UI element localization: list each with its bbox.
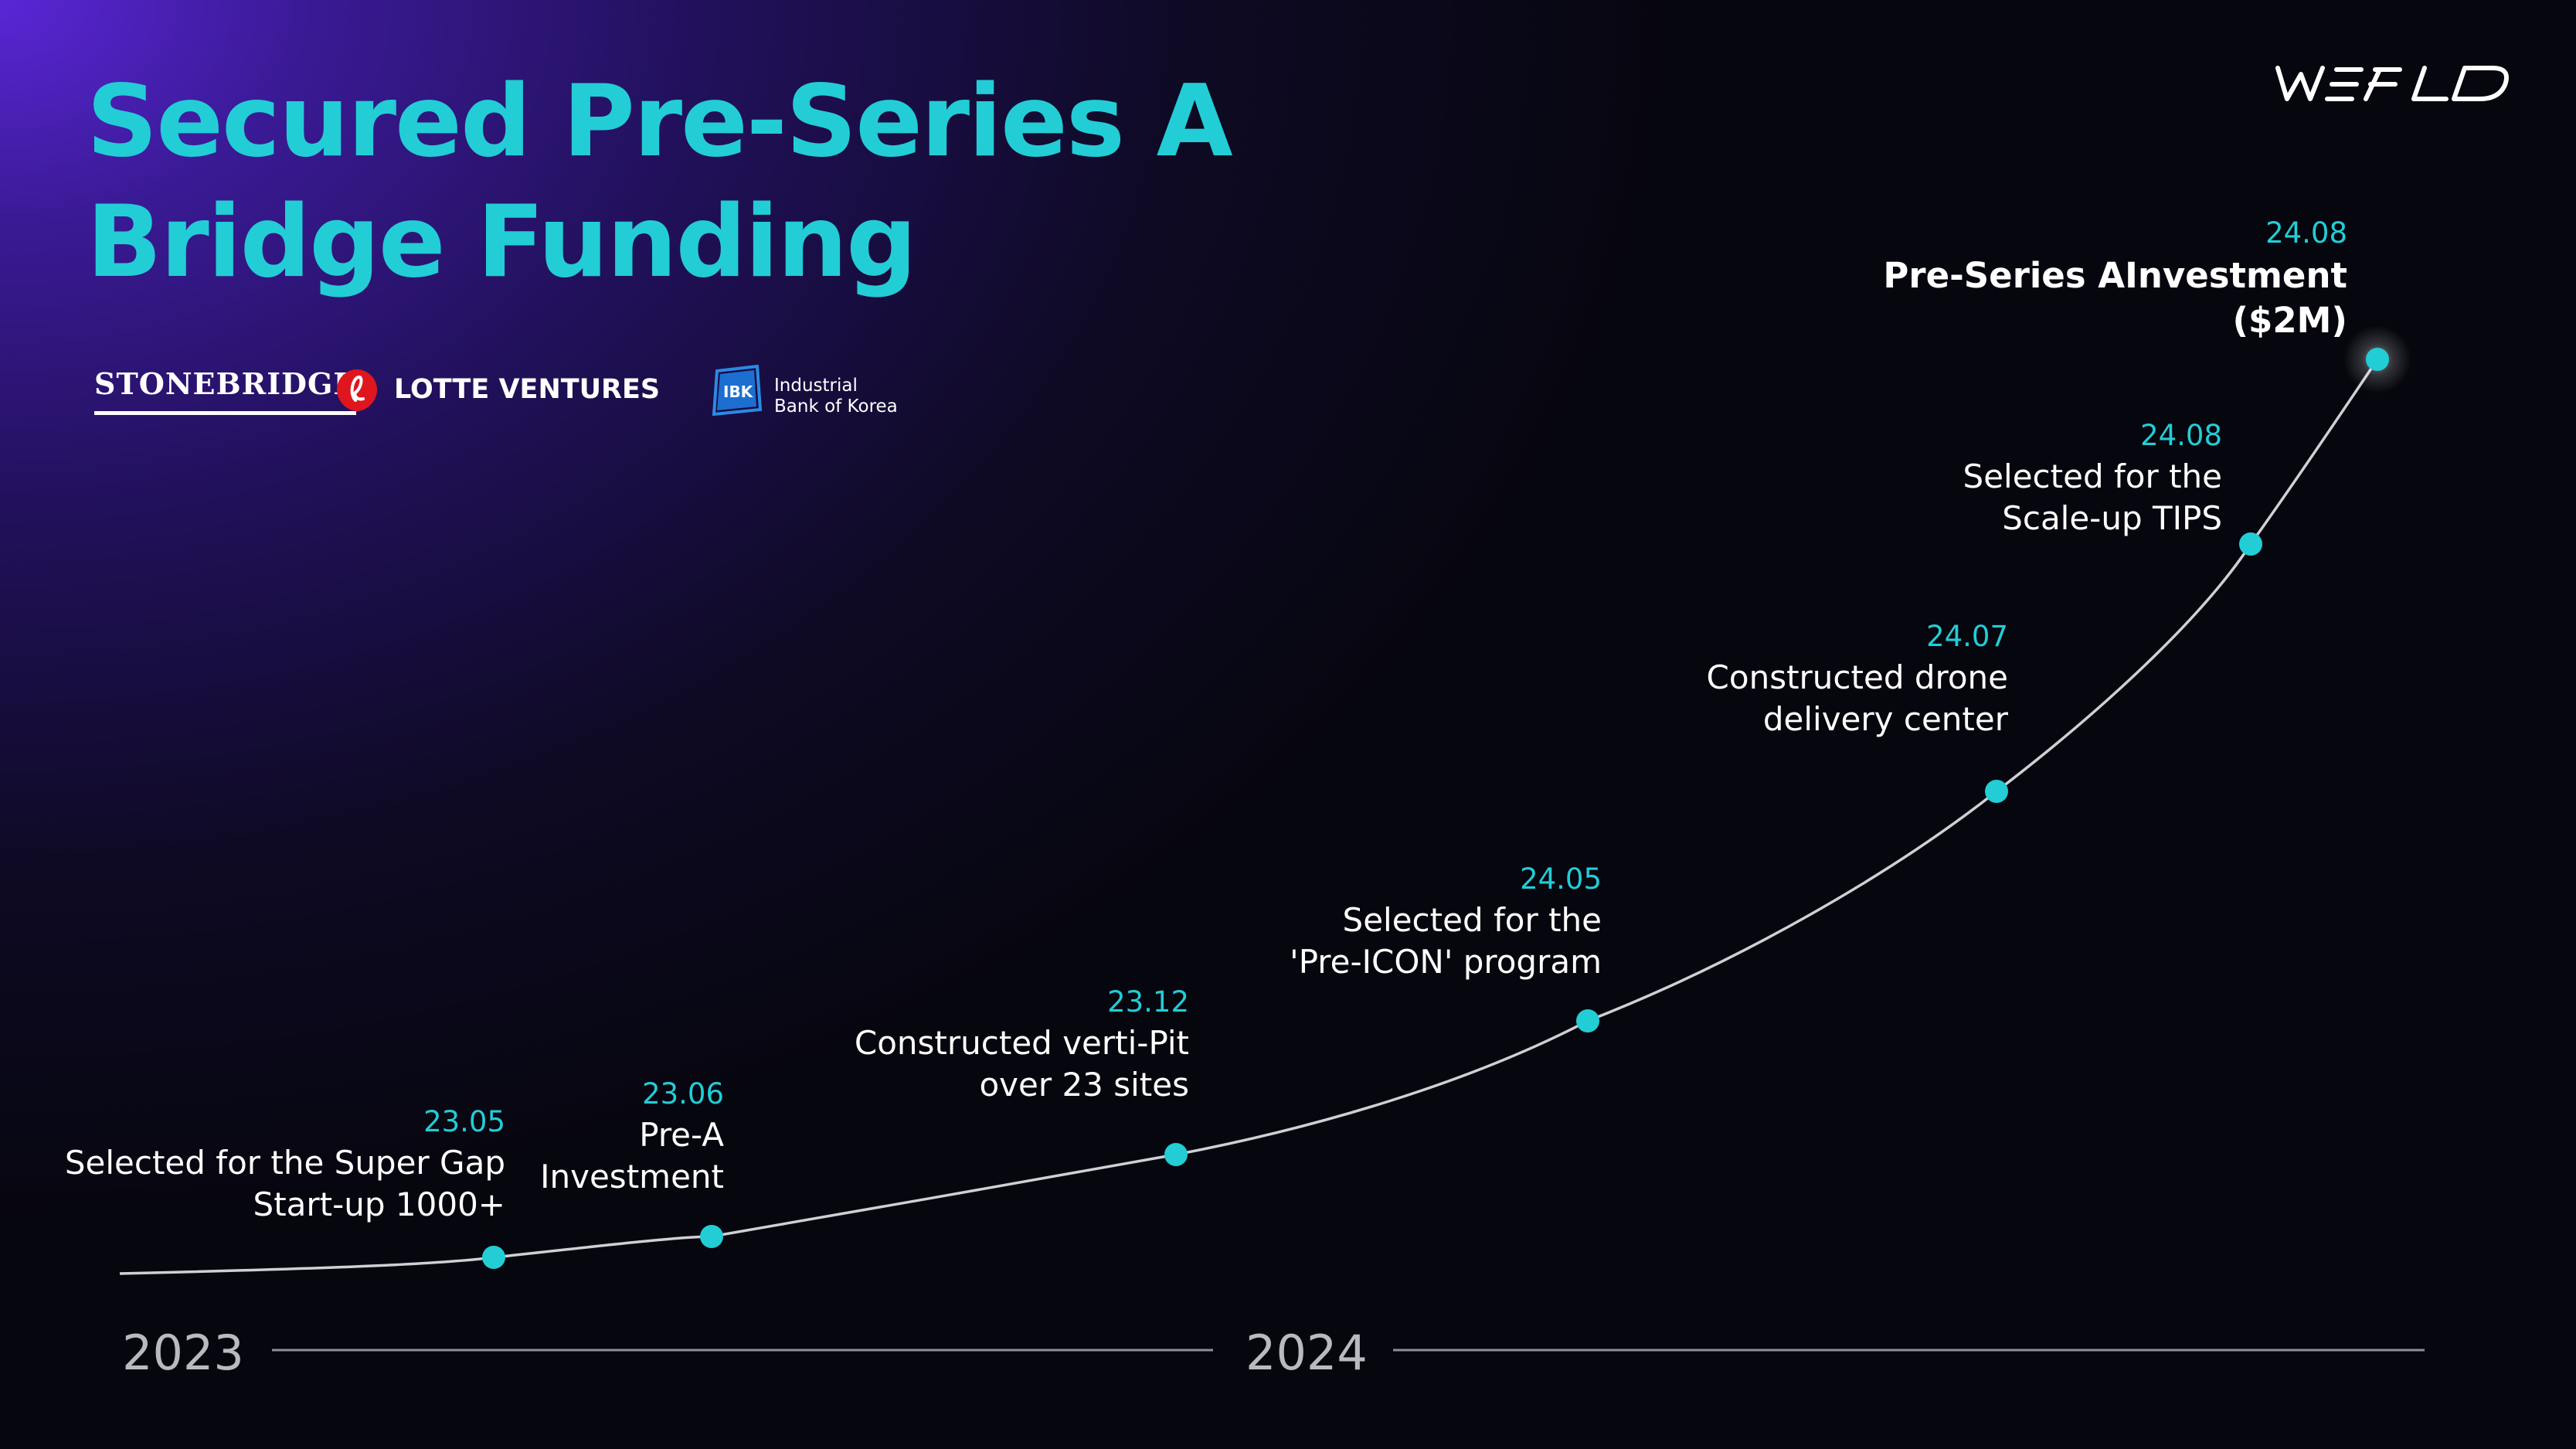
- ibk-icon: IBK: [712, 365, 763, 416]
- milestone-line-1: Constructed drone: [1706, 658, 2008, 696]
- milestone-line-2: delivery center: [1762, 700, 2008, 738]
- milestone-date: 24.07: [1926, 620, 2008, 653]
- milestone-line-2: ($2M): [2232, 300, 2347, 341]
- milestone-line-2: over 23 sites: [979, 1066, 1189, 1104]
- ibk-logo-text: Industrial Bank of Korea: [774, 376, 929, 417]
- milestone-label: Selected for the Super Gap Start-up 1000…: [65, 1142, 505, 1226]
- milestone-date: 24.05: [1520, 862, 1602, 896]
- stonebridge-logo: STONEBRIDGE: [94, 366, 357, 415]
- ibk-line-1: Industrial: [774, 376, 858, 396]
- milestone-date: 24.08: [2140, 419, 2222, 452]
- milestone-line-2: 'Pre-ICON' program: [1290, 943, 1602, 981]
- milestone-24-07: 24.07 Constructed drone delivery center: [1707, 617, 2008, 740]
- milestone-label: Pre-Series AInvestment ($2M): [1883, 253, 2347, 343]
- milestone-line-1: Selected for the Super Gap: [64, 1144, 505, 1182]
- milestone-24-08-pre-series-a: 24.08 Pre-Series AInvestment ($2M): [1883, 213, 2347, 343]
- title-line-1: Secured Pre-Series A: [87, 64, 1233, 179]
- milestone-label: Selected for the 'Pre-ICON' program: [1290, 900, 1602, 983]
- milestone-23-05: 23.05 Selected for the Super Gap Start-u…: [65, 1102, 505, 1226]
- milestone-line-1: Pre-Series AInvestment: [1883, 255, 2347, 296]
- year-label-2024: 2024: [1246, 1325, 1368, 1381]
- milestone-dot-23-06: [700, 1225, 723, 1248]
- milestone-dot-24-07: [1985, 780, 2008, 803]
- milestone-label: Constructed verti-Pit over 23 sites: [855, 1022, 1189, 1106]
- milestone-date: 24.08: [2265, 216, 2347, 250]
- milestone-line-1: Pre-A: [639, 1116, 724, 1154]
- lotte-ventures-logo: LOTTE VENTURES: [394, 374, 661, 405]
- milestone-label: Selected for the Scale-up TIPS: [1963, 456, 2222, 539]
- milestone-date: 23.05: [423, 1105, 505, 1138]
- milestone-dot-23-05: [482, 1246, 505, 1269]
- weflo-logo: [2275, 66, 2509, 101]
- page-title: Secured Pre-Series A Bridge Funding: [87, 62, 1233, 303]
- milestone-date: 23.12: [1107, 985, 1189, 1019]
- svg-text:IBK: IBK: [723, 383, 754, 401]
- milestone-line-2: Investment: [540, 1158, 724, 1196]
- milestone-line-1: Selected for the: [1342, 901, 1602, 939]
- milestone-dot-24-08: [2239, 532, 2262, 556]
- milestone-line-2: Start-up 1000+: [253, 1185, 505, 1223]
- milestone-line-1: Selected for the: [1963, 457, 2222, 495]
- milestone-dot-23-12: [1164, 1143, 1188, 1166]
- lotte-icon: [337, 369, 377, 411]
- milestone-label: Constructed drone delivery center: [1707, 657, 2008, 740]
- milestone-label: Pre-A Investment: [540, 1114, 724, 1198]
- year-label-2023: 2023: [122, 1325, 244, 1381]
- milestone-line-1: Constructed verti-Pit: [854, 1024, 1189, 1062]
- growth-curve: [119, 359, 2379, 1275]
- milestone-date: 23.06: [642, 1077, 724, 1111]
- milestone-24-08-tips: 24.08 Selected for the Scale-up TIPS: [1963, 416, 2222, 539]
- milestone-dot-24-05: [1576, 1009, 1599, 1032]
- milestone-23-12: 23.12 Constructed verti-Pit over 23 site…: [855, 982, 1189, 1106]
- ibk-line-2: Bank of Korea: [774, 396, 898, 417]
- milestone-dot-24-08: [2366, 348, 2389, 371]
- milestone-line-2: Scale-up TIPS: [2002, 499, 2222, 537]
- milestone-24-05: 24.05 Selected for the 'Pre-ICON' progra…: [1290, 859, 1602, 983]
- title-line-2: Bridge Funding: [87, 185, 917, 300]
- milestone-23-06: 23.06 Pre-A Investment: [540, 1074, 724, 1198]
